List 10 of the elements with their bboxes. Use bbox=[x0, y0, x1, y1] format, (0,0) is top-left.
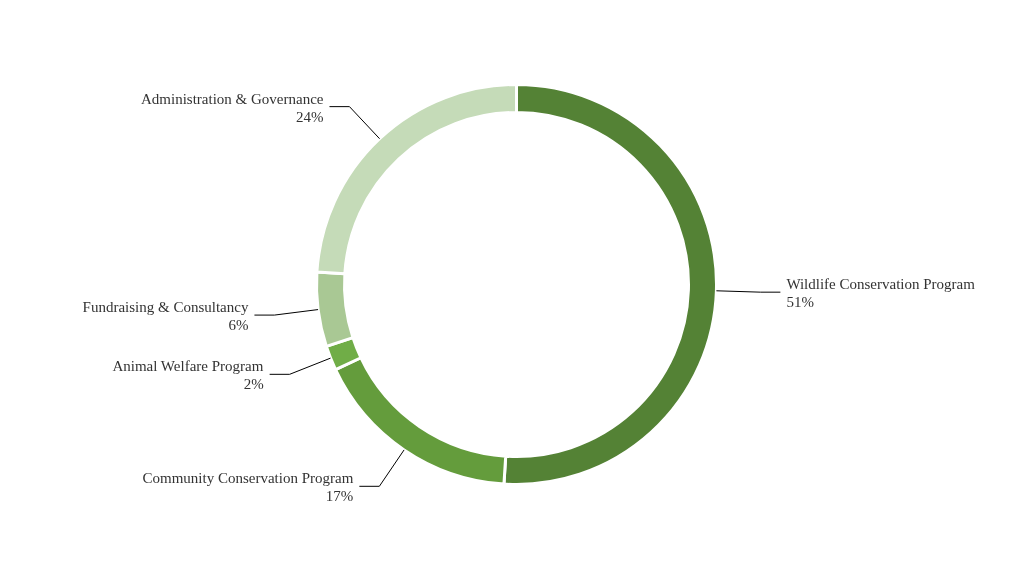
data-label: 24% bbox=[295, 108, 324, 125]
data-label: 6% bbox=[228, 317, 249, 334]
slice-label: Wildlife Conservation Program bbox=[786, 276, 976, 293]
slice-label: Animal Welfare Program bbox=[112, 358, 264, 375]
data-label: 51% bbox=[786, 294, 814, 311]
slice-label: Community Conservation Program bbox=[142, 470, 354, 487]
data-label: 17% bbox=[325, 488, 354, 505]
slice-label: Fundraising & Consultancy bbox=[82, 299, 249, 316]
slice-label: Administration & Governance bbox=[141, 90, 324, 107]
data-label: 2% bbox=[243, 376, 264, 393]
